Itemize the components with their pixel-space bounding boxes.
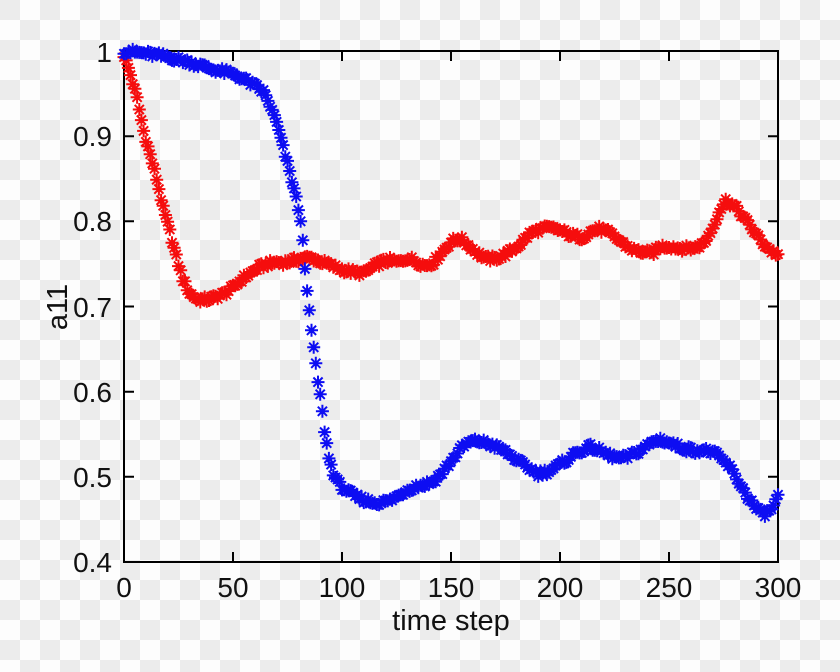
y-tick-label: 0.6	[73, 377, 112, 408]
x-tick-label: 250	[646, 572, 693, 603]
x-tick-label: 300	[755, 572, 802, 603]
red-series-markers	[117, 50, 785, 309]
blue-series-markers	[117, 42, 785, 523]
y-tick-label: 0.4	[73, 547, 112, 578]
y-tick-label: 1	[96, 37, 112, 68]
y-tick-label: 0.7	[73, 292, 112, 323]
axis-tick-marks	[125, 52, 777, 561]
x-tick-label: 0	[116, 572, 132, 603]
x-tick-label: 150	[428, 572, 475, 603]
x-tick-label: 200	[537, 572, 584, 603]
y-tick-label: 0.8	[73, 206, 112, 237]
y-tick-label: 0.9	[73, 121, 112, 152]
y-axis-label: a11	[42, 284, 74, 330]
y-tick-label: 0.5	[73, 462, 112, 493]
axes-box	[123, 50, 779, 563]
x-axis-label: time step	[392, 605, 510, 637]
x-tick-label: 100	[319, 572, 366, 603]
x-tick-label: 50	[217, 572, 248, 603]
